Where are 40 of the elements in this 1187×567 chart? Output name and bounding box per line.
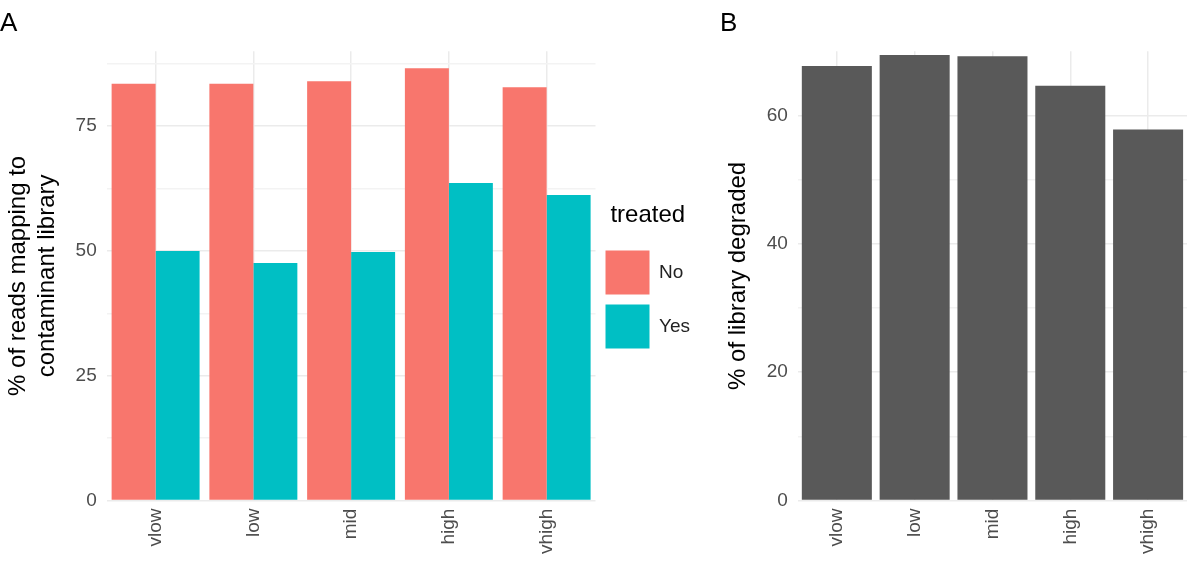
x-tick-label: vlow <box>825 508 847 547</box>
y-tick-label: 40 <box>766 232 788 254</box>
x-tick-label: low <box>902 508 924 538</box>
bar <box>957 56 1028 500</box>
bar <box>448 183 493 500</box>
x-tick-label: vlow <box>143 508 165 547</box>
legend-title: treated <box>610 200 686 228</box>
y-tick-label: 50 <box>75 239 97 261</box>
y-tick-label: 0 <box>777 488 788 510</box>
bar <box>1035 85 1106 500</box>
bar <box>879 55 950 500</box>
x-tick-label: vhigh <box>534 508 556 554</box>
bar <box>502 87 547 500</box>
chart-title: A <box>0 6 18 37</box>
legend-label: No <box>659 260 684 282</box>
bar <box>111 83 156 500</box>
bar <box>801 65 872 500</box>
bar <box>155 250 200 500</box>
y-tick-label: 20 <box>766 360 788 382</box>
y-tick-label: 60 <box>766 103 788 125</box>
legend-label: Yes <box>659 314 690 336</box>
x-tick-label: mid <box>339 508 361 540</box>
bar <box>209 83 254 500</box>
bar <box>351 251 396 500</box>
bar <box>404 68 449 500</box>
x-tick-label: high <box>1058 508 1080 545</box>
bar <box>253 262 298 500</box>
y-axis-title: % of reads mapping to contaminant library <box>3 155 59 396</box>
bar <box>307 81 352 500</box>
x-tick-label: mid <box>980 508 1002 540</box>
x-tick-label: high <box>437 508 459 545</box>
bar <box>1113 129 1184 500</box>
y-tick-label: 75 <box>75 114 97 136</box>
y-tick-label: 0 <box>86 488 97 510</box>
x-tick-label: vhigh <box>1136 508 1158 554</box>
y-axis-title: % of library degraded <box>723 161 751 390</box>
y-tick-label: 25 <box>75 363 97 385</box>
x-tick-label: low <box>241 508 263 538</box>
bar <box>546 195 591 500</box>
chart-title: B <box>720 6 738 37</box>
